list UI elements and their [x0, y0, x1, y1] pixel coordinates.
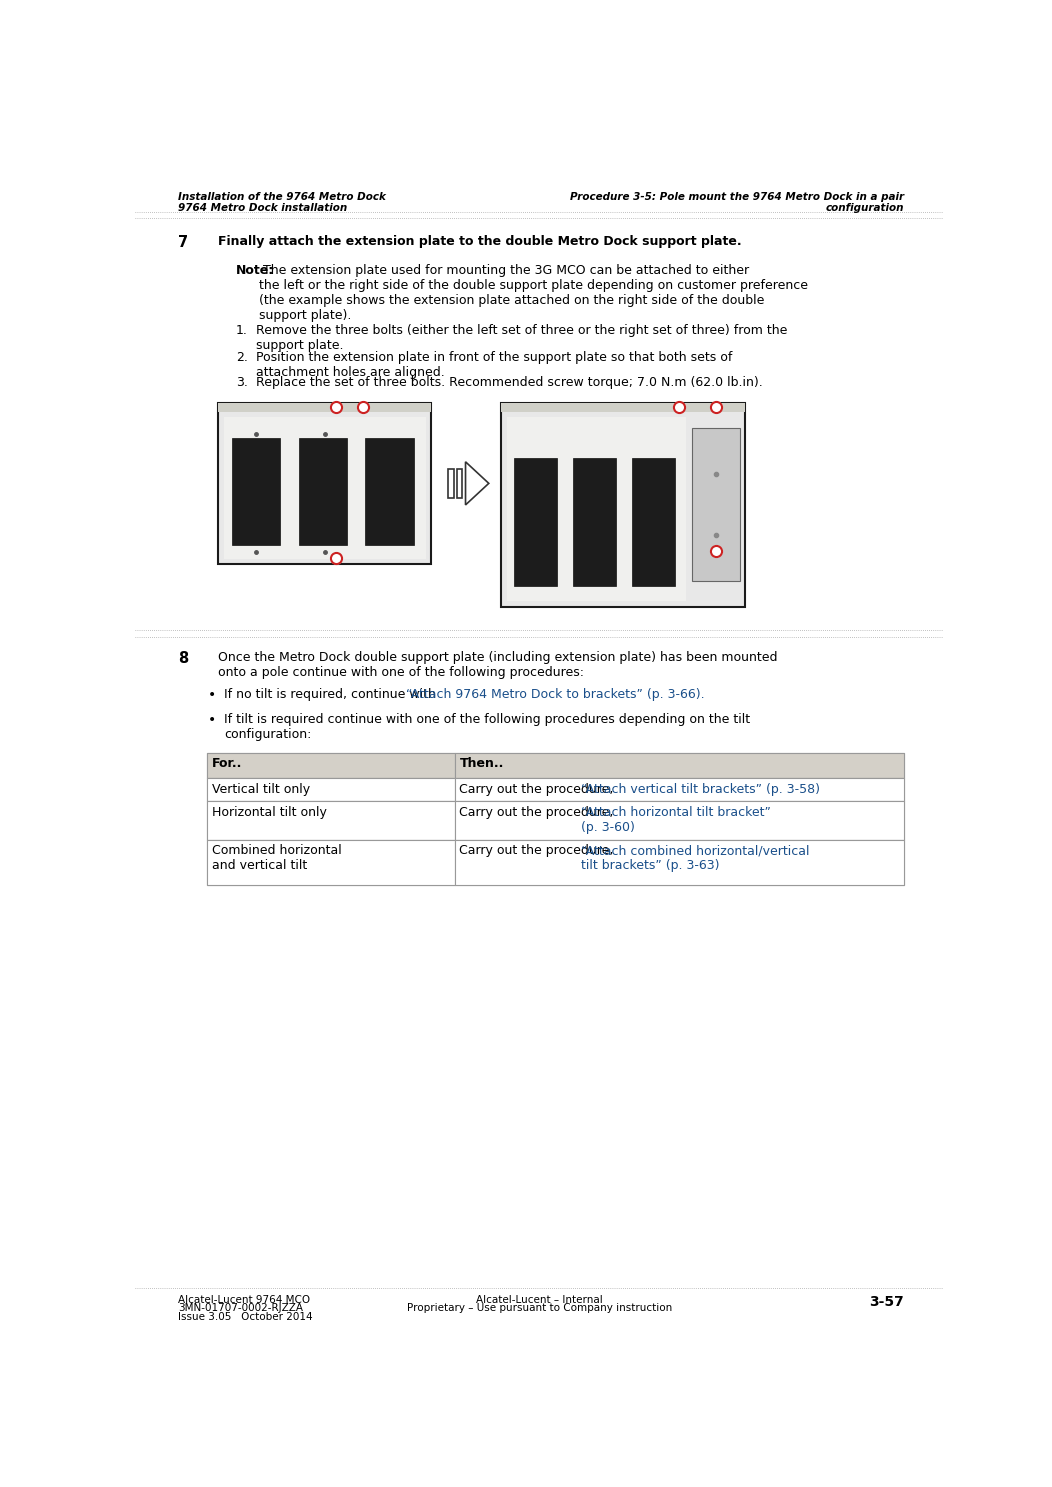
Bar	[507, 418, 686, 601]
Text: 3MN-01707-0002-RJZZA: 3MN-01707-0002-RJZZA	[178, 1304, 303, 1313]
Text: 3.: 3.	[236, 376, 248, 388]
Bar	[454, 840, 904, 885]
Text: Horizontal tilt only: Horizontal tilt only	[213, 806, 327, 819]
Text: Remove the three bolts (either the left set of three or the right set of three) : Remove the three bolts (either the left …	[256, 324, 787, 352]
Bar	[573, 458, 616, 586]
Text: Installation of the 9764 Metro Dock: Installation of the 9764 Metro Dock	[178, 192, 386, 202]
Text: •: •	[207, 688, 216, 702]
Bar	[448, 468, 453, 498]
Text: If tilt is required continue with one of the following procedures depending on t: If tilt is required continue with one of…	[224, 712, 751, 741]
Text: Position the extension plate in front of the support plate so that both sets of
: Position the extension plate in front of…	[256, 351, 732, 379]
Bar	[207, 840, 454, 885]
Bar	[207, 778, 904, 801]
Text: Procedure 3-5: Pole mount the 9764 Metro Dock in a pair: Procedure 3-5: Pole mount the 9764 Metro…	[570, 192, 904, 202]
Text: 8: 8	[178, 651, 188, 666]
Bar	[299, 439, 347, 544]
Bar	[207, 801, 904, 840]
Bar	[207, 840, 904, 885]
Text: “Attach vertical tilt brackets” (p. 3-58): “Attach vertical tilt brackets” (p. 3-58…	[581, 782, 820, 796]
Text: Replace the set of three bolts. Recommended screw torque; 7.0 N.m (62.0 lb.in).: Replace the set of three bolts. Recommen…	[256, 376, 763, 388]
Bar	[207, 752, 454, 778]
Text: “Attach 9764 Metro Dock to brackets” (p. 3-66).: “Attach 9764 Metro Dock to brackets” (p.…	[406, 688, 705, 702]
Text: configuration: configuration	[826, 204, 904, 213]
Bar	[501, 403, 745, 607]
Bar	[207, 752, 904, 778]
Text: 9764 Metro Dock installation: 9764 Metro Dock installation	[178, 204, 347, 213]
Text: Combined horizontal
and vertical tilt: Combined horizontal and vertical tilt	[213, 845, 342, 873]
Bar	[231, 439, 281, 544]
Polygon shape	[466, 462, 489, 506]
Bar	[219, 403, 431, 412]
Text: Carry out the procedure,: Carry out the procedure,	[460, 806, 618, 819]
Text: Vertical tilt only: Vertical tilt only	[213, 782, 310, 796]
Text: Finally attach the extension plate to the double Metro Dock support plate.: Finally attach the extension plate to th…	[219, 235, 742, 248]
Text: •: •	[207, 712, 216, 727]
Bar	[513, 458, 557, 586]
Text: Then..: Then..	[460, 757, 504, 770]
Text: Note:: Note:	[236, 263, 275, 277]
Bar	[454, 778, 904, 801]
Text: Issue 3.05   October 2014: Issue 3.05 October 2014	[178, 1312, 312, 1322]
Bar	[501, 403, 745, 412]
Text: “Attach combined horizontal/vertical
tilt brackets” (p. 3-63): “Attach combined horizontal/vertical til…	[581, 845, 809, 873]
Text: Carry out the procedure,: Carry out the procedure,	[460, 845, 618, 858]
Bar	[691, 428, 741, 581]
Text: Alcatel-Lucent – Internal: Alcatel-Lucent – Internal	[476, 1295, 603, 1306]
Bar	[224, 418, 426, 559]
Text: 3-57: 3-57	[869, 1295, 904, 1309]
Text: 1.: 1.	[236, 324, 248, 338]
Text: Carry out the procedure,: Carry out the procedure,	[460, 782, 618, 796]
Bar	[365, 439, 413, 544]
Text: 7: 7	[178, 235, 188, 250]
Bar	[454, 801, 904, 840]
Bar	[207, 801, 454, 840]
Text: 2.: 2.	[236, 351, 248, 364]
Text: For..: For..	[213, 757, 242, 770]
Text: Once the Metro Dock double support plate (including extension plate) has been mo: Once the Metro Dock double support plate…	[219, 651, 777, 680]
Bar	[207, 778, 454, 801]
Bar	[219, 403, 431, 564]
Bar	[632, 458, 675, 586]
Text: “Attach horizontal tilt bracket”
(p. 3-60): “Attach horizontal tilt bracket” (p. 3-6…	[581, 806, 770, 834]
Text: If no tilt is required, continue with: If no tilt is required, continue with	[224, 688, 441, 702]
Text: Alcatel-Lucent 9764 MCO: Alcatel-Lucent 9764 MCO	[178, 1295, 310, 1306]
Bar	[454, 752, 904, 778]
Text: The extension plate used for mounting the 3G MCO can be attached to either
the l: The extension plate used for mounting th…	[260, 263, 808, 321]
Text: Proprietary – Use pursuant to Company instruction: Proprietary – Use pursuant to Company in…	[406, 1304, 672, 1313]
Bar	[457, 468, 463, 498]
